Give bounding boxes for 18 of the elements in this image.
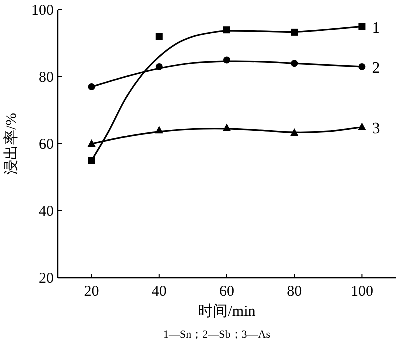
x-tick-label: 80 bbox=[287, 284, 302, 300]
y-tick-label: 80 bbox=[39, 70, 54, 86]
y-tick-label: 100 bbox=[32, 3, 54, 19]
x-tick-label: 60 bbox=[220, 284, 234, 300]
x-axis-title: 时间/min bbox=[198, 303, 256, 320]
y-axis-title: 浸出率/% bbox=[3, 113, 20, 175]
text: 1—Sn；2—Sb；3—As bbox=[164, 329, 270, 341]
x-tick-label: 100 bbox=[350, 284, 374, 300]
y-tick-label: 20 bbox=[39, 271, 54, 287]
y-tick-label: 60 bbox=[39, 137, 54, 153]
point bbox=[156, 33, 163, 40]
series-label: 3 bbox=[372, 120, 380, 138]
series-label: 1 bbox=[372, 20, 380, 37]
x-tick-label: 40 bbox=[152, 284, 167, 300]
y-tick-label: 40 bbox=[39, 204, 54, 220]
series-label: 2 bbox=[372, 60, 380, 77]
x-tick-label: 20 bbox=[84, 284, 100, 300]
point bbox=[358, 122, 366, 130]
